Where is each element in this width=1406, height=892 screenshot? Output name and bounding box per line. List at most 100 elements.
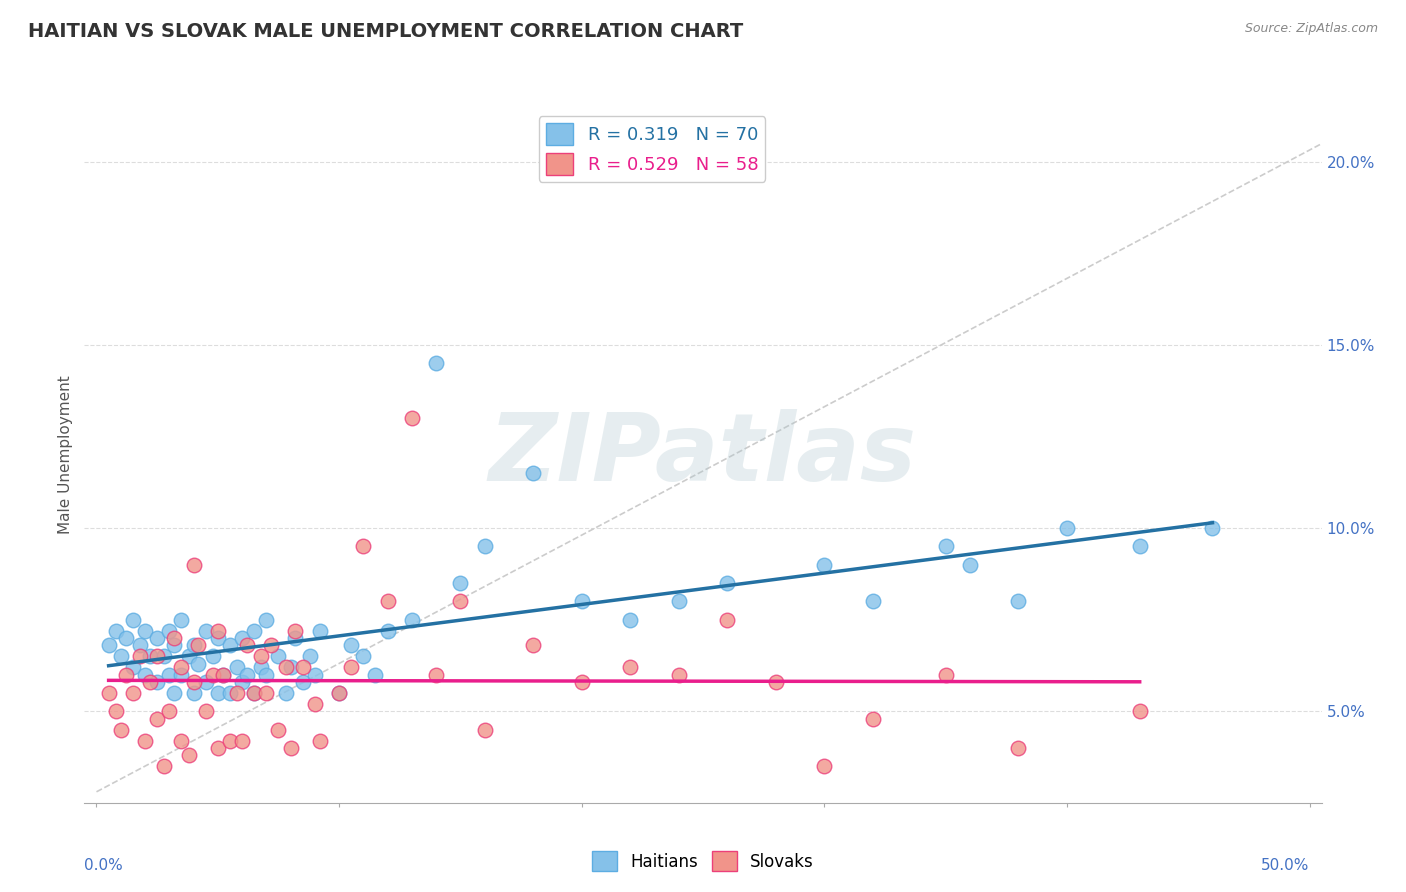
Point bbox=[250, 649, 273, 664]
Point bbox=[1129, 540, 1152, 554]
Point bbox=[114, 631, 136, 645]
Point bbox=[211, 667, 233, 681]
Point bbox=[194, 704, 217, 718]
Point bbox=[226, 660, 249, 674]
Point bbox=[110, 649, 132, 664]
Point bbox=[267, 649, 290, 664]
Point bbox=[813, 759, 835, 773]
Point bbox=[243, 686, 266, 700]
Point bbox=[522, 638, 544, 652]
Point bbox=[377, 594, 399, 608]
Point bbox=[177, 649, 200, 664]
Point bbox=[267, 723, 290, 737]
Point bbox=[328, 686, 350, 700]
Point bbox=[449, 576, 471, 591]
Point bbox=[1007, 740, 1029, 755]
Point bbox=[401, 411, 423, 425]
Point bbox=[146, 675, 169, 690]
Y-axis label: Male Unemployment: Male Unemployment bbox=[58, 376, 73, 534]
Point bbox=[153, 649, 176, 664]
Point bbox=[425, 667, 447, 681]
Point bbox=[201, 649, 224, 664]
Point bbox=[1129, 704, 1152, 718]
Point bbox=[254, 613, 277, 627]
Point bbox=[291, 660, 314, 674]
Point bbox=[254, 686, 277, 700]
Point bbox=[146, 631, 169, 645]
Point bbox=[194, 675, 217, 690]
Point bbox=[236, 667, 259, 681]
Point bbox=[170, 613, 193, 627]
Point bbox=[134, 733, 156, 747]
Point bbox=[340, 638, 363, 652]
Point bbox=[668, 594, 690, 608]
Point bbox=[207, 740, 229, 755]
Point bbox=[1201, 521, 1223, 535]
Point bbox=[619, 613, 641, 627]
Point bbox=[201, 667, 224, 681]
Point bbox=[765, 675, 787, 690]
Point bbox=[139, 649, 162, 664]
Legend: Haitians, Slovaks: Haitians, Slovaks bbox=[585, 845, 821, 878]
Text: 50.0%: 50.0% bbox=[1261, 858, 1309, 872]
Point bbox=[274, 660, 297, 674]
Point bbox=[308, 733, 330, 747]
Point bbox=[862, 594, 884, 608]
Point bbox=[304, 667, 326, 681]
Point bbox=[177, 748, 200, 763]
Point bbox=[219, 686, 242, 700]
Point bbox=[157, 704, 180, 718]
Point bbox=[97, 638, 120, 652]
Point bbox=[187, 657, 209, 671]
Point bbox=[146, 712, 169, 726]
Point bbox=[122, 660, 145, 674]
Point bbox=[129, 638, 152, 652]
Text: ZIPatlas: ZIPatlas bbox=[489, 409, 917, 501]
Point bbox=[935, 540, 957, 554]
Point bbox=[364, 667, 387, 681]
Point bbox=[328, 686, 350, 700]
Point bbox=[139, 675, 162, 690]
Point bbox=[163, 631, 186, 645]
Point bbox=[254, 667, 277, 681]
Point bbox=[157, 624, 180, 638]
Point bbox=[340, 660, 363, 674]
Point bbox=[163, 638, 186, 652]
Point bbox=[474, 540, 496, 554]
Text: HAITIAN VS SLOVAK MALE UNEMPLOYMENT CORRELATION CHART: HAITIAN VS SLOVAK MALE UNEMPLOYMENT CORR… bbox=[28, 22, 744, 41]
Point bbox=[284, 624, 307, 638]
Point bbox=[474, 723, 496, 737]
Point bbox=[291, 675, 314, 690]
Point bbox=[170, 733, 193, 747]
Point bbox=[243, 686, 266, 700]
Point bbox=[280, 740, 302, 755]
Point bbox=[274, 686, 297, 700]
Point bbox=[114, 667, 136, 681]
Point bbox=[183, 675, 205, 690]
Point bbox=[716, 613, 738, 627]
Point bbox=[219, 638, 242, 652]
Point bbox=[231, 631, 253, 645]
Text: 0.0%: 0.0% bbox=[84, 858, 124, 872]
Point bbox=[716, 576, 738, 591]
Point bbox=[183, 686, 205, 700]
Point bbox=[959, 558, 981, 572]
Point bbox=[134, 667, 156, 681]
Point bbox=[170, 667, 193, 681]
Point bbox=[619, 660, 641, 674]
Point bbox=[170, 660, 193, 674]
Point bbox=[153, 759, 176, 773]
Point bbox=[250, 660, 273, 674]
Point bbox=[231, 675, 253, 690]
Point bbox=[571, 594, 593, 608]
Point bbox=[207, 686, 229, 700]
Point bbox=[211, 667, 233, 681]
Point bbox=[243, 624, 266, 638]
Point bbox=[571, 675, 593, 690]
Point bbox=[146, 649, 169, 664]
Point bbox=[284, 631, 307, 645]
Point bbox=[226, 686, 249, 700]
Point bbox=[260, 638, 283, 652]
Point bbox=[219, 733, 242, 747]
Point bbox=[1056, 521, 1078, 535]
